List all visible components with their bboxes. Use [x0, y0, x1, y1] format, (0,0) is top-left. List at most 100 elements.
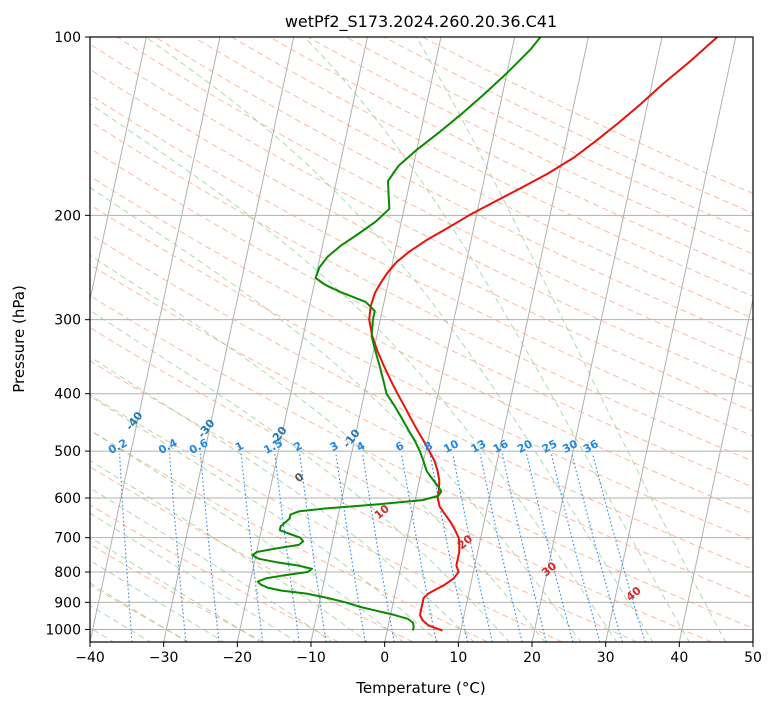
dry-adiabat-line [90, 543, 264, 642]
isotherm-line [678, 296, 753, 642]
isotherm-line [163, 37, 295, 642]
moist-adiabat-label: 0 [292, 470, 306, 485]
dry-adiabat-label: -40 [123, 409, 146, 433]
dry-adiabat-line [90, 263, 753, 599]
mixing-ratio-line [199, 453, 220, 642]
x-tick-label: 20 [523, 650, 541, 666]
x-tick-label: 40 [670, 650, 688, 666]
mixing-ratio-label: 30 [560, 437, 580, 456]
moist-adiabat-line [145, 37, 654, 642]
mixing-ratio-label: 10 [441, 437, 461, 456]
isotherm-line [457, 37, 589, 642]
mixing-ratio-label: 13 [469, 437, 489, 456]
dry-adiabat-label: -50 [51, 401, 74, 425]
moist-adiabat-line [90, 582, 189, 642]
moist-adiabat-line [90, 187, 582, 642]
isotherm-line [90, 37, 147, 302]
moist-adiabat-line [90, 559, 225, 642]
x-axis: −40 −30 −20 −10 0 10 20 30 40 50 [75, 642, 762, 666]
dry-adiabat-line [90, 584, 190, 642]
mixing-ratio-label: 8 [422, 439, 435, 454]
mixing-ratio-line [479, 453, 523, 642]
moist-adiabat-line [90, 254, 546, 642]
moist-adiabat-line [90, 356, 475, 642]
mixing-ratio-line [452, 453, 493, 642]
isotherm-line [384, 37, 516, 642]
mixing-ratio-label: 2 [292, 439, 305, 454]
dry-adiabat-line [90, 294, 753, 629]
mixing-ratio-label: 0.2 [106, 436, 129, 457]
mixing-ratio-label: 20 [515, 437, 535, 456]
dry-adiabat-label: -60 [0, 392, 2, 416]
x-tick-label: −40 [75, 650, 105, 666]
moist-adiabat-line [90, 309, 511, 642]
mixing-ratio-label: 25 [540, 437, 560, 456]
dry-adiabat-line [90, 466, 414, 642]
mixing-ratio-label: 3 [328, 439, 341, 454]
dry-adiabat-line [231, 37, 753, 297]
dry-adiabat-line [90, 429, 488, 642]
plot-area: 0.10.20.40.611.52346810131620253036-100-… [0, 37, 753, 642]
moist-adiabat-line [90, 487, 333, 642]
grid-lines [90, 37, 753, 642]
dry-adiabat-line [90, 233, 753, 570]
x-tick-label: −30 [149, 650, 179, 666]
mixing-ratio-line [169, 453, 187, 642]
mixing-ratio-line [119, 453, 133, 642]
y-tick-label: 200 [54, 208, 81, 224]
y-tick-label: 500 [54, 444, 81, 460]
moist-adiabat-label: 30 [539, 559, 559, 579]
y-tick-label: 600 [54, 491, 81, 507]
moist-adiabat-line [90, 103, 618, 642]
y-axis-label: Pressure (hPa) [10, 285, 28, 393]
moist-adiabat-line [90, 536, 262, 642]
mixing-ratio-label: 6 [393, 439, 406, 454]
dewpoint-profile-line [251, 37, 542, 631]
y-tick-label: 100 [54, 30, 81, 46]
y-tick-label: 900 [54, 595, 81, 611]
dry-adiabat-line [90, 175, 753, 515]
x-tick-label: 30 [597, 650, 615, 666]
dry-adiabat-line [90, 360, 638, 642]
mixing-ratio-line [400, 453, 437, 642]
dry-adiabat-line [90, 68, 753, 412]
dry-adiabat-line [90, 120, 753, 462]
y-tick-label: 1000 [45, 622, 81, 638]
x-tick-label: −10 [296, 650, 326, 666]
y-tick-label: 700 [54, 531, 81, 547]
adiabat-lines [90, 37, 753, 642]
moist-adiabat-line [90, 512, 298, 642]
profile-lines [251, 37, 718, 632]
mixing-ratio-lines [119, 453, 646, 642]
moist-adiabat-line [415, 37, 727, 642]
isotherm-line [752, 639, 753, 642]
isotherm-line [605, 37, 737, 642]
x-tick-label: 10 [449, 650, 467, 666]
isotherm-line [236, 37, 368, 642]
dry-adiabat-line [90, 204, 753, 542]
dry-adiabat-line [90, 504, 339, 642]
plot-frame [89, 36, 754, 643]
moist-adiabat-line [90, 395, 440, 642]
y-tick-label: 300 [54, 313, 81, 329]
dry-adiabat-line [116, 37, 753, 365]
dry-adiabat-line [90, 327, 712, 642]
x-tick-label: −20 [223, 650, 253, 666]
x-axis-label: Temperature (°C) [355, 679, 485, 697]
x-tick-label: 50 [744, 650, 762, 666]
moist-adiabat-label: 40 [624, 584, 644, 604]
y-tick-label: 800 [54, 565, 81, 581]
isotherm-line [90, 37, 221, 642]
dry-adiabat-line [90, 43, 753, 388]
mixing-ratio-line [571, 453, 623, 642]
mixing-ratio-line [501, 453, 547, 642]
moist-adiabat-line [90, 429, 404, 642]
mixing-ratio-line [592, 453, 646, 642]
mixing-ratio-label: 36 [581, 437, 601, 456]
dry-adiabat-line [90, 94, 753, 437]
mixing-ratio-line [550, 453, 601, 642]
dry-adiabat-line [90, 394, 563, 642]
y-tick-label: 400 [54, 387, 81, 403]
chart-title: wetPf2_S173.2024.260.20.36.C41 [285, 12, 557, 32]
